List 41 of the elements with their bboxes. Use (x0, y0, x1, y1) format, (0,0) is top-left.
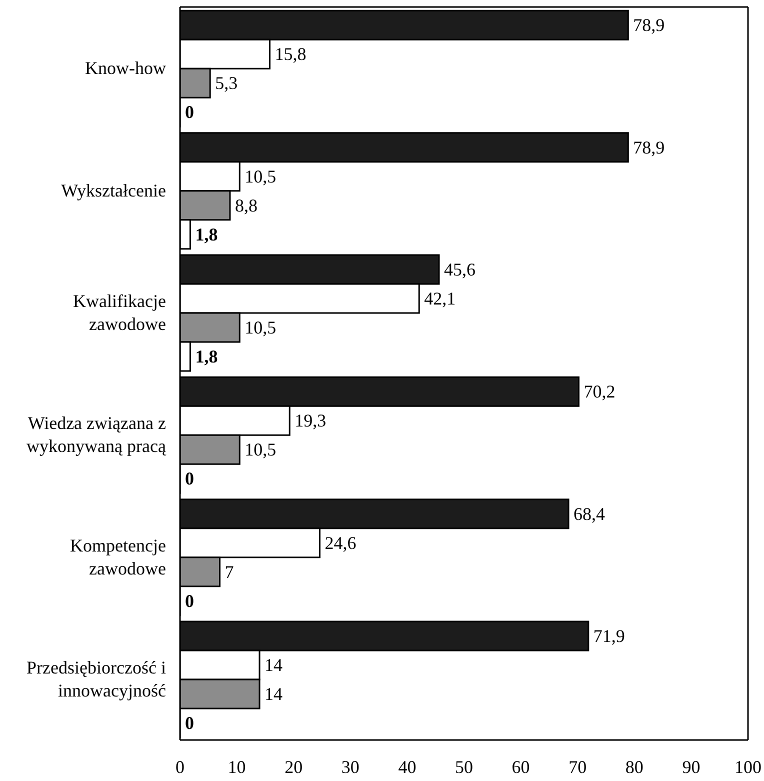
x-tick-label: 90 (682, 756, 700, 777)
x-tick-label: 60 (512, 756, 530, 777)
data-label: 68,4 (574, 504, 606, 524)
data-label: 10,5 (244, 440, 276, 460)
data-label: 0 (185, 590, 194, 611)
y-tick-label: Wykształcenie (61, 180, 166, 200)
data-label: 24,6 (324, 532, 356, 553)
y-tick-label: Kwalifikacje zawodowe (73, 290, 166, 334)
y-tick-label: Kompetencje zawodowe (70, 535, 166, 578)
data-label: 78,9 (633, 15, 665, 36)
data-label: 0 (185, 713, 194, 733)
x-tick-label: 80 (625, 756, 644, 777)
data-label: 14 (264, 684, 283, 704)
data-label: 0 (185, 468, 194, 489)
x-tick-label: 50 (455, 756, 473, 777)
data-label: 45,6 (444, 260, 476, 280)
y-tick-label: Przedsiębiorczość i innowacyjność (26, 657, 166, 700)
data-label: 15,8 (274, 44, 306, 64)
x-tick-label: 30 (341, 756, 360, 777)
data-label: 10,5 (244, 166, 276, 186)
data-label: 7 (224, 562, 234, 582)
data-label: 19,3 (294, 410, 326, 431)
x-tick-label: 40 (398, 756, 416, 777)
data-label: 71,9 (593, 626, 625, 646)
data-label: 42,1 (424, 288, 456, 308)
y-tick-label: Wiedza związana z wykonywaną pracą (26, 413, 167, 456)
data-label: 1,8 (195, 346, 218, 366)
data-label: 5,3 (215, 73, 238, 94)
x-tick-label: 0 (176, 756, 184, 777)
x-tick-label: 10 (228, 756, 246, 777)
x-tick-label: 70 (568, 756, 587, 777)
x-tick-label: 20 (284, 756, 303, 777)
data-label: 8,8 (234, 195, 258, 216)
data-label: 1,8 (195, 224, 218, 244)
data-label: 14 (264, 655, 283, 675)
data-label: 70,2 (584, 382, 616, 402)
x-tick-label: 100 (734, 756, 762, 777)
data-label: 78,9 (633, 137, 665, 158)
y-tick-label: Know-how (85, 58, 166, 78)
data-label: 10,5 (244, 318, 276, 338)
data-label: 0 (185, 102, 194, 122)
